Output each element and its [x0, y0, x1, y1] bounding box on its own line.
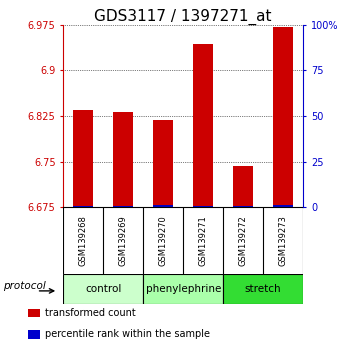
- Bar: [273, 27, 293, 207]
- Text: stretch: stretch: [245, 284, 282, 295]
- Bar: [223, 274, 303, 304]
- Bar: [73, 110, 93, 207]
- Bar: [73, 206, 93, 207]
- Text: GSM139270: GSM139270: [159, 215, 168, 266]
- Bar: [153, 120, 173, 207]
- Bar: [193, 44, 213, 207]
- Bar: [233, 206, 253, 207]
- Text: percentile rank within the sample: percentile rank within the sample: [45, 329, 210, 339]
- Text: phenylephrine: phenylephrine: [145, 284, 221, 295]
- Bar: [193, 206, 213, 207]
- Bar: [273, 205, 293, 207]
- Bar: [113, 112, 133, 207]
- Bar: [63, 274, 143, 304]
- Bar: [143, 274, 223, 304]
- Text: GSM139271: GSM139271: [199, 215, 208, 266]
- Bar: [233, 166, 253, 207]
- Text: GSM139268: GSM139268: [79, 215, 88, 266]
- Text: control: control: [85, 284, 121, 295]
- Bar: [28, 330, 40, 339]
- Title: GDS3117 / 1397271_at: GDS3117 / 1397271_at: [95, 8, 272, 25]
- Bar: [113, 206, 133, 207]
- Bar: [153, 205, 173, 207]
- Bar: [28, 308, 40, 318]
- Text: transformed count: transformed count: [45, 308, 136, 318]
- Text: protocol: protocol: [3, 281, 46, 291]
- Text: GSM139269: GSM139269: [119, 215, 128, 266]
- Text: GSM139272: GSM139272: [239, 215, 248, 266]
- Text: GSM139273: GSM139273: [279, 215, 288, 266]
